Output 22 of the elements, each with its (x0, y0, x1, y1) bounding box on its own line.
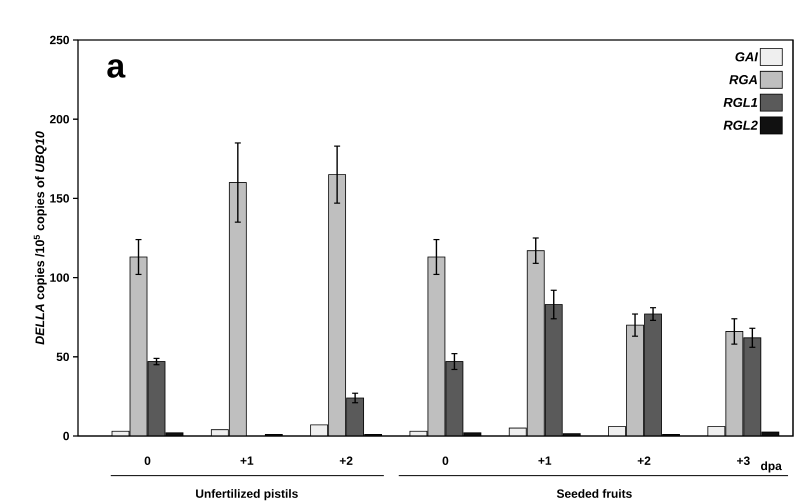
legend-label: GAI (735, 52, 758, 62)
y-tick-label: 100 (50, 273, 69, 282)
y-tick-label: 0 (63, 432, 69, 440)
y-tick-label: 50 (56, 352, 69, 362)
y-axis-title: DELLA copies /10$^{5}$ copies of UBQ10 (34, 131, 47, 345)
x-tick-label: +2 (340, 456, 352, 465)
x-tick-label: +2 (638, 456, 650, 465)
x-tick-label: +1 (538, 456, 552, 465)
x-tick-label: +3 (737, 456, 750, 466)
text: Unfertilized pistils (196, 489, 298, 500)
annotation: a (107, 59, 126, 78)
y-tick-label: 150 (50, 194, 69, 203)
y-tick-label: 250 (50, 36, 69, 44)
y-tick-label: 200 (50, 114, 69, 124)
x-tick-label: +1 (240, 456, 254, 465)
legend-label: RGA (729, 75, 757, 84)
legend-label: RGL2 (724, 120, 758, 130)
text: Seeded fruits (556, 489, 632, 498)
x-tick-label: 0 (144, 456, 150, 465)
legend-label: RGL1 (724, 98, 758, 108)
text: dpa (761, 461, 782, 473)
x-tick-label: 0 (442, 456, 448, 465)
